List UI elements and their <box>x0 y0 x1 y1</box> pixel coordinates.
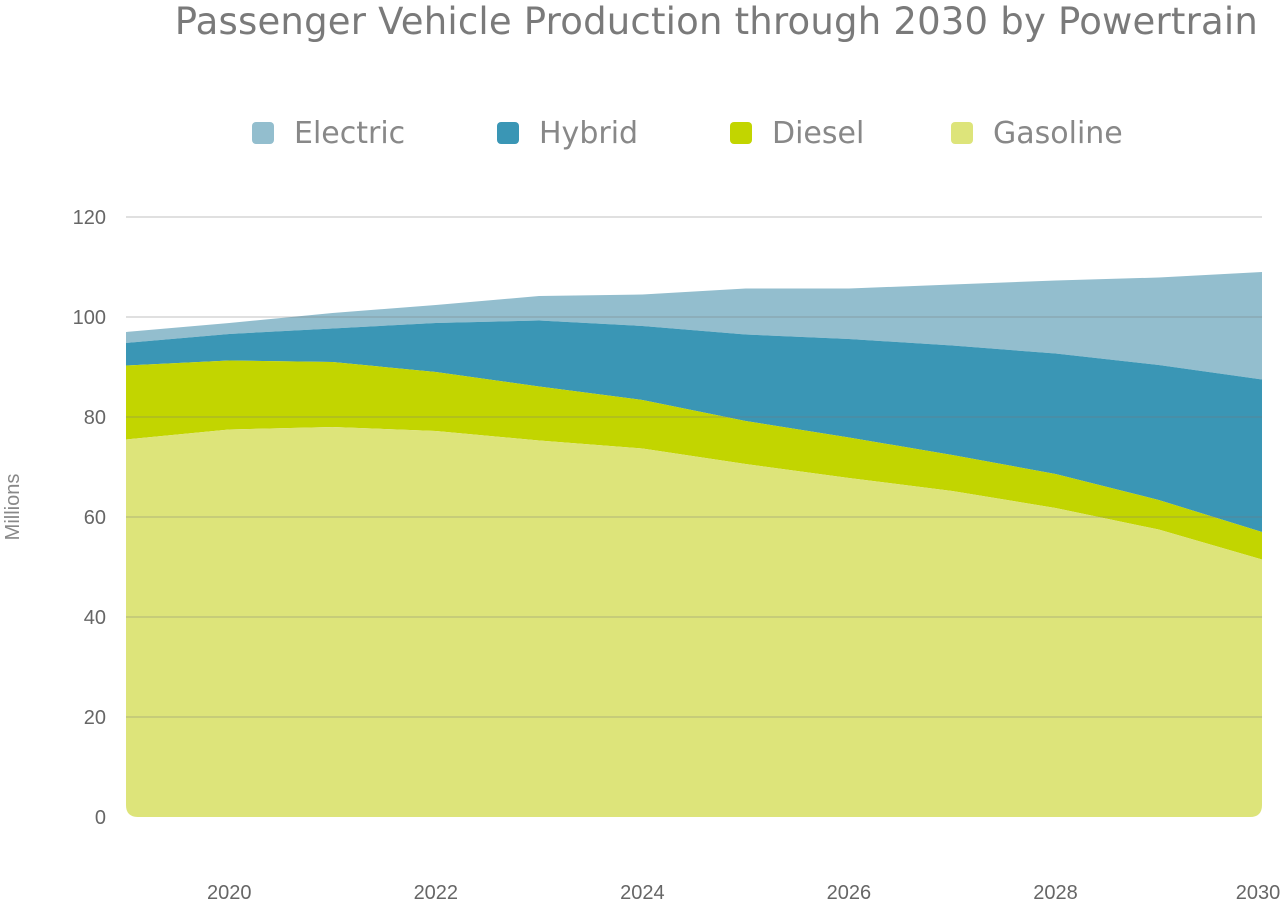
x-tick-label: 2022 <box>414 882 459 904</box>
legend-item-hybrid: Hybrid <box>497 113 638 153</box>
x-tick-label: 2028 <box>1033 882 1078 904</box>
x-tick-label: 2030 <box>1236 882 1281 904</box>
area-electric <box>126 272 1262 380</box>
legend-swatch-electric <box>252 122 274 144</box>
chart-title: Passenger Vehicle Production through 203… <box>174 0 1258 43</box>
legend-item-diesel: Diesel <box>730 113 864 153</box>
legend: Electric Hybrid Diesel Gasoline <box>0 113 1286 153</box>
y-tick-label: 60 <box>84 507 106 529</box>
y-tick-label: 100 <box>73 307 106 329</box>
y-axis-title: Millions <box>2 474 24 541</box>
y-tick-label: 40 <box>84 607 106 629</box>
areas-layer <box>126 272 1262 817</box>
legend-label-hybrid: Hybrid <box>539 115 639 151</box>
x-tick-label: 2026 <box>827 882 872 904</box>
legend-label-diesel: Diesel <box>772 115 865 151</box>
legend-label-electric: Electric <box>294 115 406 151</box>
y-tick-label: 20 <box>84 707 106 729</box>
x-tick-label: 2024 <box>620 882 665 904</box>
y-tick-label: 80 <box>84 407 106 429</box>
legend-item-gasoline: Gasoline <box>951 113 1123 153</box>
legend-swatch-diesel <box>730 122 752 144</box>
legend-swatch-gasoline <box>951 122 973 144</box>
y-tick-label: 120 <box>73 207 106 229</box>
legend-swatch-hybrid <box>497 122 519 144</box>
y-tick-label: 0 <box>95 807 106 829</box>
x-axis-ticks: 2020 2022 2024 2026 2028 2030 <box>207 882 1280 904</box>
legend-label-gasoline: Gasoline <box>993 115 1123 151</box>
x-tick-label: 2020 <box>207 882 252 904</box>
area-gasoline <box>126 427 1262 817</box>
gridlines <box>126 216 1262 718</box>
area-diesel <box>126 360 1262 560</box>
area-hybrid <box>126 320 1262 532</box>
legend-item-electric: Electric <box>252 113 405 153</box>
y-axis-ticks: 0 20 40 60 80 100 120 <box>73 207 106 829</box>
